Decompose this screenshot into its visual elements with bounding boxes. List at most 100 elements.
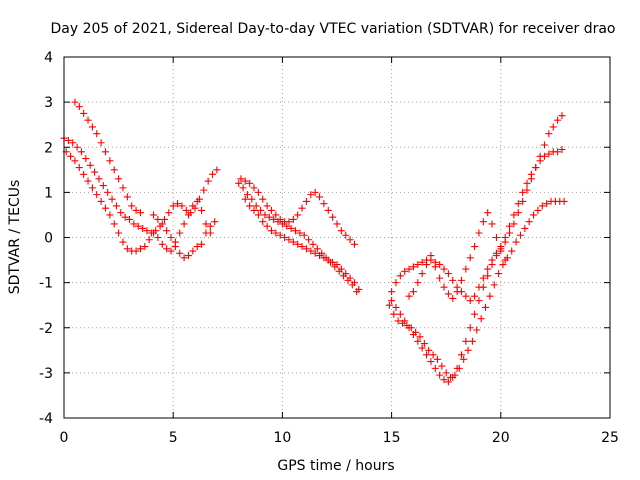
data-point — [333, 220, 341, 228]
data-point — [337, 265, 345, 273]
data-point — [401, 267, 409, 275]
data-point — [501, 256, 509, 264]
data-point — [265, 213, 273, 221]
data-point — [313, 245, 321, 253]
data-point — [545, 130, 553, 138]
data-point — [110, 166, 118, 174]
data-point — [71, 98, 79, 106]
data-point — [99, 182, 107, 190]
data-point — [427, 252, 435, 260]
data-point — [121, 213, 129, 221]
data-point — [414, 261, 422, 269]
data-point — [457, 276, 465, 284]
data-point — [263, 222, 271, 230]
data-point — [523, 186, 531, 194]
data-point — [101, 148, 109, 156]
data-point — [311, 249, 319, 257]
data-point — [429, 351, 437, 359]
data-point — [333, 261, 341, 269]
data-point — [431, 364, 439, 372]
data-point — [475, 229, 483, 237]
data-point — [239, 184, 247, 192]
data-point — [204, 177, 212, 185]
y-tick-label: 1 — [44, 185, 53, 201]
data-point — [444, 270, 452, 278]
data-point — [174, 200, 182, 208]
data-point — [350, 279, 358, 287]
data-point — [302, 245, 310, 253]
data-point — [440, 265, 448, 273]
y-tick-labels: -4 -3 -2 -1 0 1 2 3 4 — [39, 50, 53, 427]
data-point — [444, 378, 452, 386]
y-tick-label: 3 — [44, 95, 53, 111]
data-point — [423, 351, 431, 359]
data-point — [246, 202, 254, 210]
data-point — [154, 215, 162, 223]
data-point — [180, 220, 188, 228]
data-point — [499, 261, 507, 269]
data-point — [193, 243, 201, 251]
data-point — [248, 195, 256, 203]
data-point — [560, 197, 568, 205]
data-point — [112, 202, 120, 210]
data-point — [466, 297, 474, 305]
data-point — [91, 168, 99, 176]
data-point — [178, 202, 186, 210]
data-point — [154, 234, 162, 241]
data-point — [160, 215, 168, 223]
data-point — [276, 215, 284, 223]
data-point — [241, 177, 249, 185]
x-tick-label: 5 — [169, 430, 178, 446]
data-point — [530, 211, 538, 219]
data-point — [119, 238, 127, 246]
data-point — [108, 195, 116, 203]
data-point — [235, 179, 243, 187]
data-point — [390, 310, 398, 318]
series-track-6 — [385, 197, 568, 381]
data-point — [554, 148, 562, 156]
data-point — [482, 303, 490, 311]
data-point — [436, 371, 444, 379]
data-point — [298, 243, 306, 251]
x-axis-label: GPS time / hours — [277, 458, 394, 474]
data-point — [457, 351, 465, 359]
data-point — [300, 231, 308, 239]
data-point — [543, 200, 551, 208]
data-point — [540, 141, 548, 149]
data-point — [93, 191, 101, 199]
data-point — [97, 197, 105, 205]
data-point — [209, 170, 217, 178]
series-track-4 — [388, 112, 566, 305]
data-point — [189, 247, 197, 255]
data-point — [254, 211, 262, 219]
data-point — [479, 218, 487, 226]
data-point — [433, 355, 441, 363]
data-point — [320, 200, 328, 208]
data-point — [453, 288, 461, 296]
series-track-3 — [62, 148, 363, 293]
data-point — [329, 258, 337, 266]
data-point — [490, 281, 498, 289]
data-point — [126, 215, 134, 223]
data-point — [534, 206, 542, 214]
data-point — [475, 297, 483, 305]
data-point — [167, 234, 175, 241]
data-point — [436, 261, 444, 269]
data-point — [403, 321, 411, 329]
x-tick-label: 20 — [492, 430, 510, 446]
x-tick-label: 10 — [273, 430, 291, 446]
data-point — [84, 116, 92, 124]
y-tick-label: -1 — [39, 276, 53, 292]
data-point — [71, 157, 79, 165]
data-point — [501, 234, 509, 241]
data-point — [97, 139, 105, 147]
y-tick-label: -4 — [39, 411, 53, 427]
data-point — [136, 209, 144, 217]
data-point — [324, 206, 332, 214]
data-point — [307, 191, 315, 199]
data-point — [198, 240, 206, 248]
data-point — [88, 184, 96, 192]
data-point — [506, 229, 514, 237]
data-point — [202, 220, 210, 228]
data-point — [409, 263, 417, 271]
